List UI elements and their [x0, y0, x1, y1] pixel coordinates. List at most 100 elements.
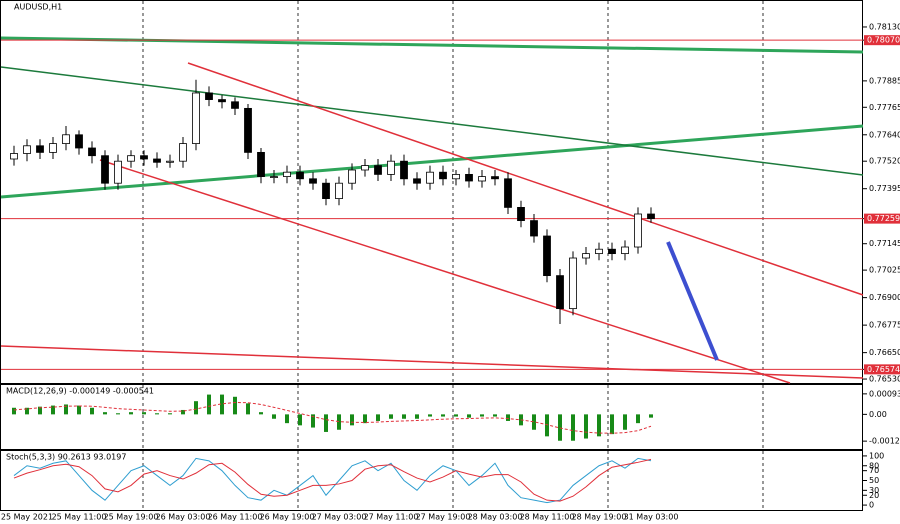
macd-panel: [0, 384, 863, 450]
macd-bar: [12, 407, 16, 415]
candle-body: [543, 235, 551, 277]
candle-body: [192, 92, 200, 144]
macd-bar: [389, 414, 393, 419]
macd-bar: [25, 407, 29, 415]
stoch-line: [13, 458, 652, 502]
candle-body: [231, 101, 239, 109]
macd-bar: [324, 414, 328, 432]
macd-bar: [155, 413, 159, 415]
candle-body: [608, 248, 616, 255]
x-tick-label: 25 May 2021: [1, 513, 53, 522]
trendlines: [0, 36, 864, 384]
y-tick-label: 0.000933: [869, 389, 900, 398]
macd-bar: [584, 414, 588, 439]
candle-body: [166, 160, 174, 163]
candle-body: [530, 220, 538, 237]
candle-body: [413, 178, 421, 184]
candle-body: [114, 160, 122, 184]
x-tick-label: 31 May 03:00: [624, 513, 679, 522]
macd-bar: [415, 414, 419, 419]
x-tick-label: 28 May 03:00: [468, 513, 523, 522]
y-tick-label: 0.77885: [869, 76, 900, 85]
candle-body: [361, 165, 369, 171]
y-tick-label: 0.77025: [869, 266, 900, 275]
macd-bar: [272, 414, 276, 419]
candle-body: [296, 171, 304, 180]
y-tick-label: 0.76574: [867, 365, 900, 374]
macd-bar: [402, 414, 406, 419]
candle-body: [10, 153, 18, 160]
candle-body: [452, 173, 460, 180]
macd-signal: [13, 401, 652, 434]
macd-bar: [116, 413, 120, 415]
y-tick-label: 20: [869, 491, 879, 500]
candle-body: [504, 178, 512, 208]
candle-body: [49, 143, 57, 153]
macd-bar: [103, 412, 107, 415]
macd-bar: [90, 407, 94, 415]
x-tick-label: 26 May 03:00: [156, 513, 211, 522]
candle-body: [75, 134, 83, 149]
y-tick-label: 0.77259: [867, 214, 900, 223]
x-tick-label: 28 May 19:00: [572, 513, 627, 522]
macd-bar: [597, 414, 601, 437]
candle-body: [478, 176, 486, 182]
macd-bar: [246, 403, 250, 415]
macd-bar: [571, 414, 575, 441]
macd-bar: [532, 414, 536, 430]
candle-body: [205, 92, 213, 100]
macd-bar: [207, 394, 211, 415]
macd-bar: [311, 414, 315, 428]
y-tick-label: 0.78070: [867, 36, 900, 45]
macd-bar: [441, 414, 445, 417]
macd-bar: [506, 414, 510, 421]
candle-body: [348, 169, 356, 184]
stoch-panel: [0, 450, 863, 511]
macd-bar: [480, 414, 484, 417]
candle-body: [387, 160, 395, 175]
candle-body: [218, 99, 226, 103]
candle-body: [140, 155, 148, 160]
macd-bar: [376, 414, 380, 421]
y-tick-label: 0.77765: [869, 103, 900, 112]
candle-body: [582, 253, 590, 259]
candle-body: [634, 213, 642, 248]
candle-body: [439, 171, 447, 180]
y-tick-label: 0.78130: [869, 22, 900, 31]
candle-body: [257, 151, 265, 177]
y-tick-label: 70: [869, 466, 879, 475]
y-tick-label: 0.76650: [869, 348, 900, 357]
y-tick-label: 0.76530: [869, 375, 900, 384]
y-tick-label: 0.77520: [869, 157, 900, 166]
y-tick-label: 50: [869, 476, 879, 485]
macd-bar: [454, 414, 458, 417]
y-tick-label: 0.77395: [869, 184, 900, 193]
candle-body: [595, 248, 603, 255]
price-label-box: [864, 213, 900, 224]
y-tick-label: 0: [869, 501, 874, 510]
macd-bar: [623, 414, 627, 430]
macd-bar: [610, 414, 614, 435]
y-tick-label: 0.00: [869, 410, 887, 419]
macd-bar: [545, 414, 549, 437]
y-tick-label: 30: [869, 486, 879, 495]
candle-body: [101, 155, 109, 184]
candle-body: [36, 145, 44, 153]
candle-body: [23, 145, 31, 154]
macd-bar: [493, 414, 497, 417]
y-tick-label: 100: [869, 451, 884, 460]
macd-bar: [467, 414, 471, 418]
candle-body: [647, 213, 655, 220]
stoch-title: Stoch(5,3,3) 90.2613 93.0197: [6, 453, 126, 462]
macd-bar: [285, 414, 289, 424]
macd-bar: [64, 404, 68, 415]
y-tick-label: 0.76900: [869, 293, 900, 302]
macd-bar: [51, 405, 55, 415]
candle-body: [88, 147, 96, 157]
candle-body: [491, 176, 499, 180]
macd-title: MACD(12,26,9) -0.000149 -0.000541: [6, 387, 154, 396]
macd-bar: [129, 412, 133, 415]
candle-body: [426, 171, 434, 184]
x-tick-label: 26 May 11:00: [208, 513, 263, 522]
